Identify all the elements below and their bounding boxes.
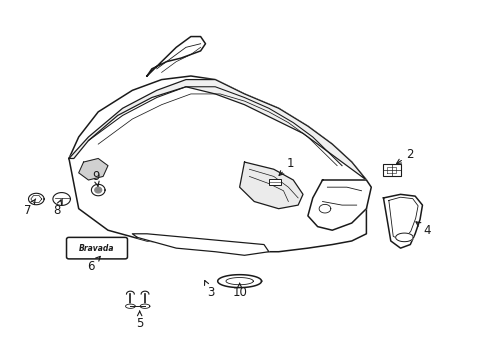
Polygon shape xyxy=(95,187,102,193)
Polygon shape xyxy=(69,76,366,252)
Polygon shape xyxy=(140,304,150,309)
Polygon shape xyxy=(91,184,105,196)
Text: 7: 7 xyxy=(24,199,36,217)
FancyBboxPatch shape xyxy=(66,237,127,259)
Polygon shape xyxy=(239,162,303,209)
Bar xyxy=(268,179,280,185)
Polygon shape xyxy=(125,304,135,309)
Text: 8: 8 xyxy=(53,200,61,217)
Text: 9: 9 xyxy=(92,170,100,186)
Polygon shape xyxy=(53,193,70,206)
Text: 1: 1 xyxy=(279,157,294,175)
Text: 10: 10 xyxy=(232,283,246,300)
Polygon shape xyxy=(395,233,412,242)
Text: Bravada: Bravada xyxy=(79,244,115,253)
Text: 2: 2 xyxy=(396,148,413,163)
Polygon shape xyxy=(383,194,422,248)
Polygon shape xyxy=(217,275,261,288)
Text: 5: 5 xyxy=(136,311,143,330)
Text: 6: 6 xyxy=(87,256,100,273)
Polygon shape xyxy=(28,193,44,205)
Polygon shape xyxy=(79,158,108,180)
Polygon shape xyxy=(147,37,205,76)
Polygon shape xyxy=(307,180,370,230)
Polygon shape xyxy=(132,234,268,255)
FancyBboxPatch shape xyxy=(382,163,400,176)
Polygon shape xyxy=(69,80,366,180)
Text: 3: 3 xyxy=(204,280,214,300)
Text: 4: 4 xyxy=(415,222,430,237)
